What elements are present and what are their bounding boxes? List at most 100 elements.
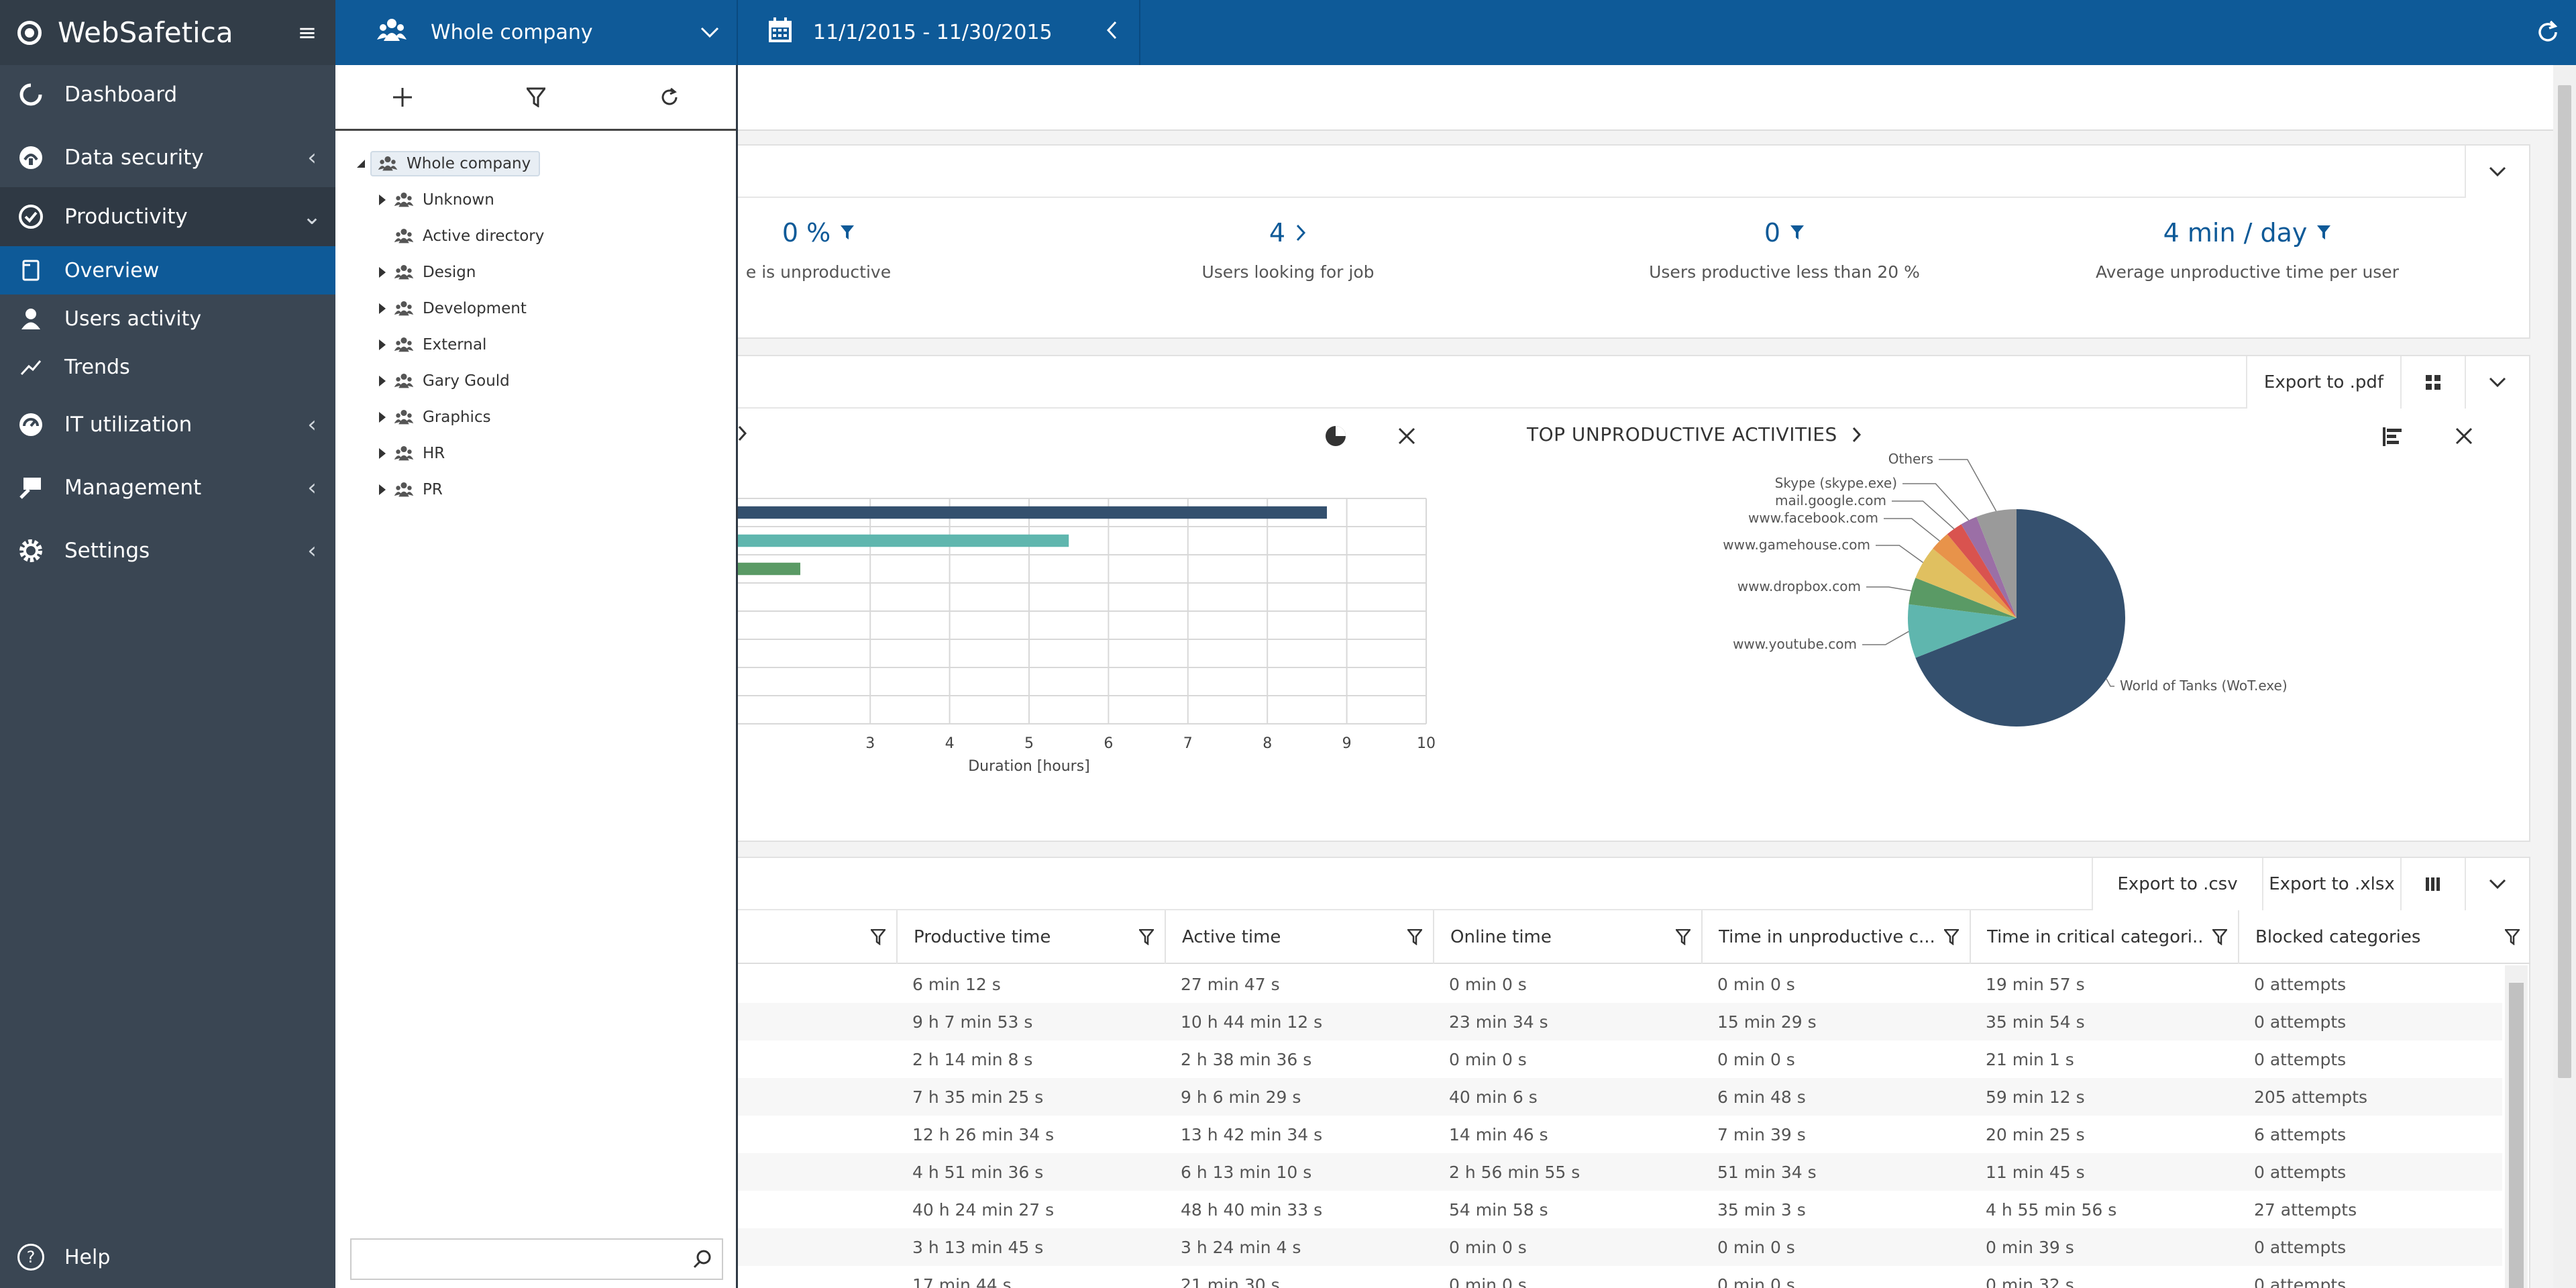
charts-card: Export to .pdf 3 4 5 6 7 8 9 10 Duration [hours]… [738, 355, 2530, 842]
tree-node[interactable]: HR [335, 435, 736, 472]
tree-node[interactable]: Development [335, 290, 736, 327]
scrollbar-thumb[interactable] [2558, 85, 2571, 1078]
it-utilization-icon [17, 411, 44, 438]
collapse-triangle-icon[interactable] [352, 158, 370, 169]
expand-triangle-icon[interactable] [373, 447, 392, 460]
tree-node[interactable]: Gary Gould [335, 363, 736, 399]
table-row[interactable]: 3 h 13 min 45 s 3 h 24 min 4 s 0 min 0 s 0 … [738, 1228, 2502, 1266]
date-range-selector[interactable]: 11/1/2015 - 11/30/2015 [738, 0, 1140, 65]
pie-slice [1908, 604, 2017, 658]
export-xlsx-button[interactable]: Export to .xlsx [2262, 858, 2400, 910]
filter-tree-button[interactable] [469, 65, 602, 129]
tree-node[interactable]: PR [335, 472, 736, 508]
tree-node-label: Development [423, 300, 527, 317]
refresh-icon[interactable] [2534, 19, 2561, 46]
expand-triangle-icon[interactable] [373, 375, 392, 387]
nav-item-users-activity[interactable]: Users activity [0, 294, 335, 343]
table-row[interactable]: 12 h 26 min 34 s 13 h 42 min 34 s 14 min 4… [738, 1116, 2502, 1153]
refresh-tree-button[interactable] [602, 65, 736, 129]
stat-users-looking-for-job[interactable]: 4 Users looking for job [1100, 218, 1476, 282]
filter-icon[interactable] [2316, 225, 2331, 241]
help-link[interactable]: ? Help [0, 1226, 335, 1288]
main-content: 0 % e is unproductive 4 Users looking fo… [738, 65, 2553, 1288]
filter-icon[interactable] [840, 225, 855, 241]
expand-triangle-icon[interactable] [373, 339, 392, 351]
column-header-label: Active time [1182, 927, 1281, 947]
tree-search-input[interactable] [352, 1240, 683, 1279]
table-row[interactable]: 9 h 7 min 53 s 10 h 44 min 12 s 23 min 34 … [738, 1003, 2502, 1040]
table-row[interactable]: 17 min 44 s 21 min 30 s 0 min 0 s 0 min 0 s… [738, 1266, 2502, 1288]
filter-icon[interactable] [1128, 929, 1165, 945]
company-selector[interactable]: Whole company [335, 0, 738, 65]
filter-icon[interactable] [2494, 929, 2530, 945]
pie-chart-toggle-icon[interactable] [1324, 425, 1347, 447]
table-row[interactable]: 40 h 24 min 27 s 48 h 40 min 33 s 54 min 5… [738, 1191, 2502, 1228]
nav-item-overview[interactable]: Overview [0, 246, 335, 294]
pie-leader-line [1892, 500, 1955, 530]
top-unproductive-title-link[interactable]: TOP UNPRODUCTIVE ACTIVITIES [1527, 423, 1862, 445]
tree-node[interactable]: Design [335, 254, 736, 290]
nav-item-productivity[interactable]: Productivity ⌄ [0, 187, 335, 246]
nav-item-settings[interactable]: Settings ‹ [0, 521, 335, 580]
filter-icon[interactable] [1397, 929, 1433, 945]
nav-item-management[interactable]: Management ‹ [0, 458, 335, 517]
column-header[interactable]: Blocked categories [2238, 910, 2530, 964]
filter-icon[interactable] [1933, 929, 1970, 945]
collapse-table-button[interactable] [2465, 858, 2529, 910]
column-header[interactable]: Time in critical categori... [1970, 910, 2238, 964]
stat-value: 0 [1764, 218, 1781, 248]
charts-card-header: Export to .pdf [738, 356, 2529, 409]
dashboard-icon [17, 81, 44, 108]
add-group-button[interactable] [335, 65, 469, 129]
column-header[interactable]: Time in unproductive c... [1701, 910, 1970, 964]
bar-chart-toggle-icon[interactable] [2381, 426, 2404, 447]
tree-node[interactable]: Graphics [335, 399, 736, 435]
group-icon [376, 155, 400, 172]
table-row[interactable]: 6 min 12 s 27 min 47 s 0 min 0 s 0 min 0 s 1… [738, 965, 2502, 1003]
nav-item-data-security[interactable]: Data security ‹ [0, 128, 335, 187]
help-label: Help [64, 1245, 111, 1269]
chevron-right-icon[interactable] [738, 425, 747, 442]
tree-node[interactable]: External [335, 327, 736, 363]
table-row[interactable]: 4 h 51 min 36 s 6 h 13 min 10 s 2 h 56 min… [738, 1153, 2502, 1191]
layout-grid-button[interactable] [2400, 356, 2465, 409]
table-header: Productive time Active time Online time Tim… [738, 910, 2530, 964]
table-cell: 0 attempts [2254, 1275, 2347, 1288]
column-header-hidden[interactable] [738, 910, 896, 964]
tree-node[interactable]: Active directory [335, 218, 736, 254]
table-row[interactable]: 2 h 14 min 8 s 2 h 38 min 36 s 0 min 0 s 0 … [738, 1040, 2502, 1078]
search-icon[interactable] [683, 1249, 722, 1269]
sidebar: WebSafetica ≡ Dashboard Data security ‹ … [0, 0, 335, 1288]
filter-icon[interactable] [1790, 225, 1805, 241]
stat-caption: Users productive less than 20 % [1649, 262, 1920, 282]
close-icon[interactable] [2454, 426, 2474, 446]
nav-item-dashboard[interactable]: Dashboard [0, 65, 335, 124]
scrollbar-thumb[interactable] [2509, 983, 2524, 1288]
collapse-charts-button[interactable] [2465, 356, 2529, 409]
export-pdf-button[interactable]: Export to .pdf [2246, 356, 2400, 409]
filter-icon[interactable] [860, 929, 896, 945]
table-row[interactable]: 7 h 35 min 25 s 9 h 6 min 29 s 40 min 6 s 6… [738, 1078, 2502, 1116]
collapse-stats-button[interactable] [2465, 146, 2529, 198]
column-header[interactable]: Productive time [896, 910, 1165, 964]
close-icon[interactable] [1397, 426, 1417, 446]
filter-icon[interactable] [2202, 929, 2238, 945]
columns-button[interactable] [2400, 858, 2465, 910]
expand-triangle-icon[interactable] [373, 411, 392, 423]
expand-triangle-icon[interactable] [373, 484, 392, 496]
expand-triangle-icon[interactable] [373, 194, 392, 206]
app-name: WebSafetica [58, 16, 233, 49]
column-header[interactable]: Online time [1433, 910, 1701, 964]
filter-icon[interactable] [1665, 929, 1701, 945]
expand-triangle-icon[interactable] [373, 266, 392, 278]
export-csv-button[interactable]: Export to .csv [2092, 858, 2262, 910]
expand-triangle-icon[interactable] [373, 303, 392, 315]
column-header[interactable]: Active time [1165, 910, 1433, 964]
page-scrollbar[interactable] [2553, 65, 2576, 1288]
nav-item-trends[interactable]: Trends [0, 343, 335, 391]
tree-node-root[interactable]: Whole company [335, 146, 736, 182]
hamburger-menu-icon[interactable]: ≡ [297, 19, 317, 46]
tree-node[interactable]: Unknown [335, 182, 736, 218]
nav-item-it-utilization[interactable]: IT utilization ‹ [0, 395, 335, 454]
table-scrollbar[interactable] [2505, 965, 2528, 1288]
